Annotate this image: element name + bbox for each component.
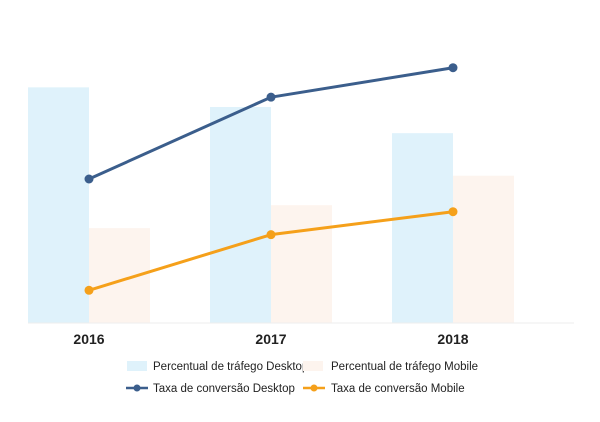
point-taxa-de-conversao-desktop-2017: [266, 92, 276, 102]
legend: Percentual de tráfego Desktop Percentual…: [126, 361, 478, 395]
point-taxa-de-conversao-desktop-2016: [84, 174, 94, 184]
bar-percentual-de-trafego-desktop-2016: [28, 87, 89, 323]
legend-label-mobile-traffic: Percentual de tráfego Mobile: [331, 361, 478, 373]
legend-label-desktop-conversion: Taxa de conversão Desktop: [153, 383, 295, 395]
x-tick-2016: 2016: [73, 331, 104, 347]
point-taxa-de-conversao-desktop-2018: [448, 63, 458, 73]
legend-marker-mobile-conversion: [310, 384, 318, 392]
point-taxa-de-conversao-mobile-2018: [448, 207, 458, 217]
legend-label-desktop-traffic: Percentual de tráfego Desktop: [153, 361, 308, 373]
bar-percentual-de-trafego-mobile-2017: [271, 205, 332, 323]
legend-marker-desktop-conversion: [133, 384, 141, 392]
bar-percentual-de-trafego-mobile-2018: [453, 175, 514, 323]
x-tick-2018: 2018: [437, 331, 468, 347]
lines-layer: [84, 63, 458, 295]
point-taxa-de-conversao-mobile-2017: [266, 230, 276, 240]
bar-percentual-de-trafego-desktop-2017: [210, 107, 271, 323]
bar-percentual-de-trafego-desktop-2018: [392, 133, 453, 323]
x-tick-labels: 2016 2017 2018: [73, 331, 468, 347]
bars-layer: [28, 87, 514, 323]
legend-swatch-desktop-traffic: [127, 361, 147, 371]
point-taxa-de-conversao-mobile-2016: [84, 285, 94, 295]
legend-label-mobile-conversion: Taxa de conversão Mobile: [331, 383, 465, 395]
x-tick-2017: 2017: [255, 331, 286, 347]
legend-swatch-mobile-traffic: [303, 361, 323, 371]
